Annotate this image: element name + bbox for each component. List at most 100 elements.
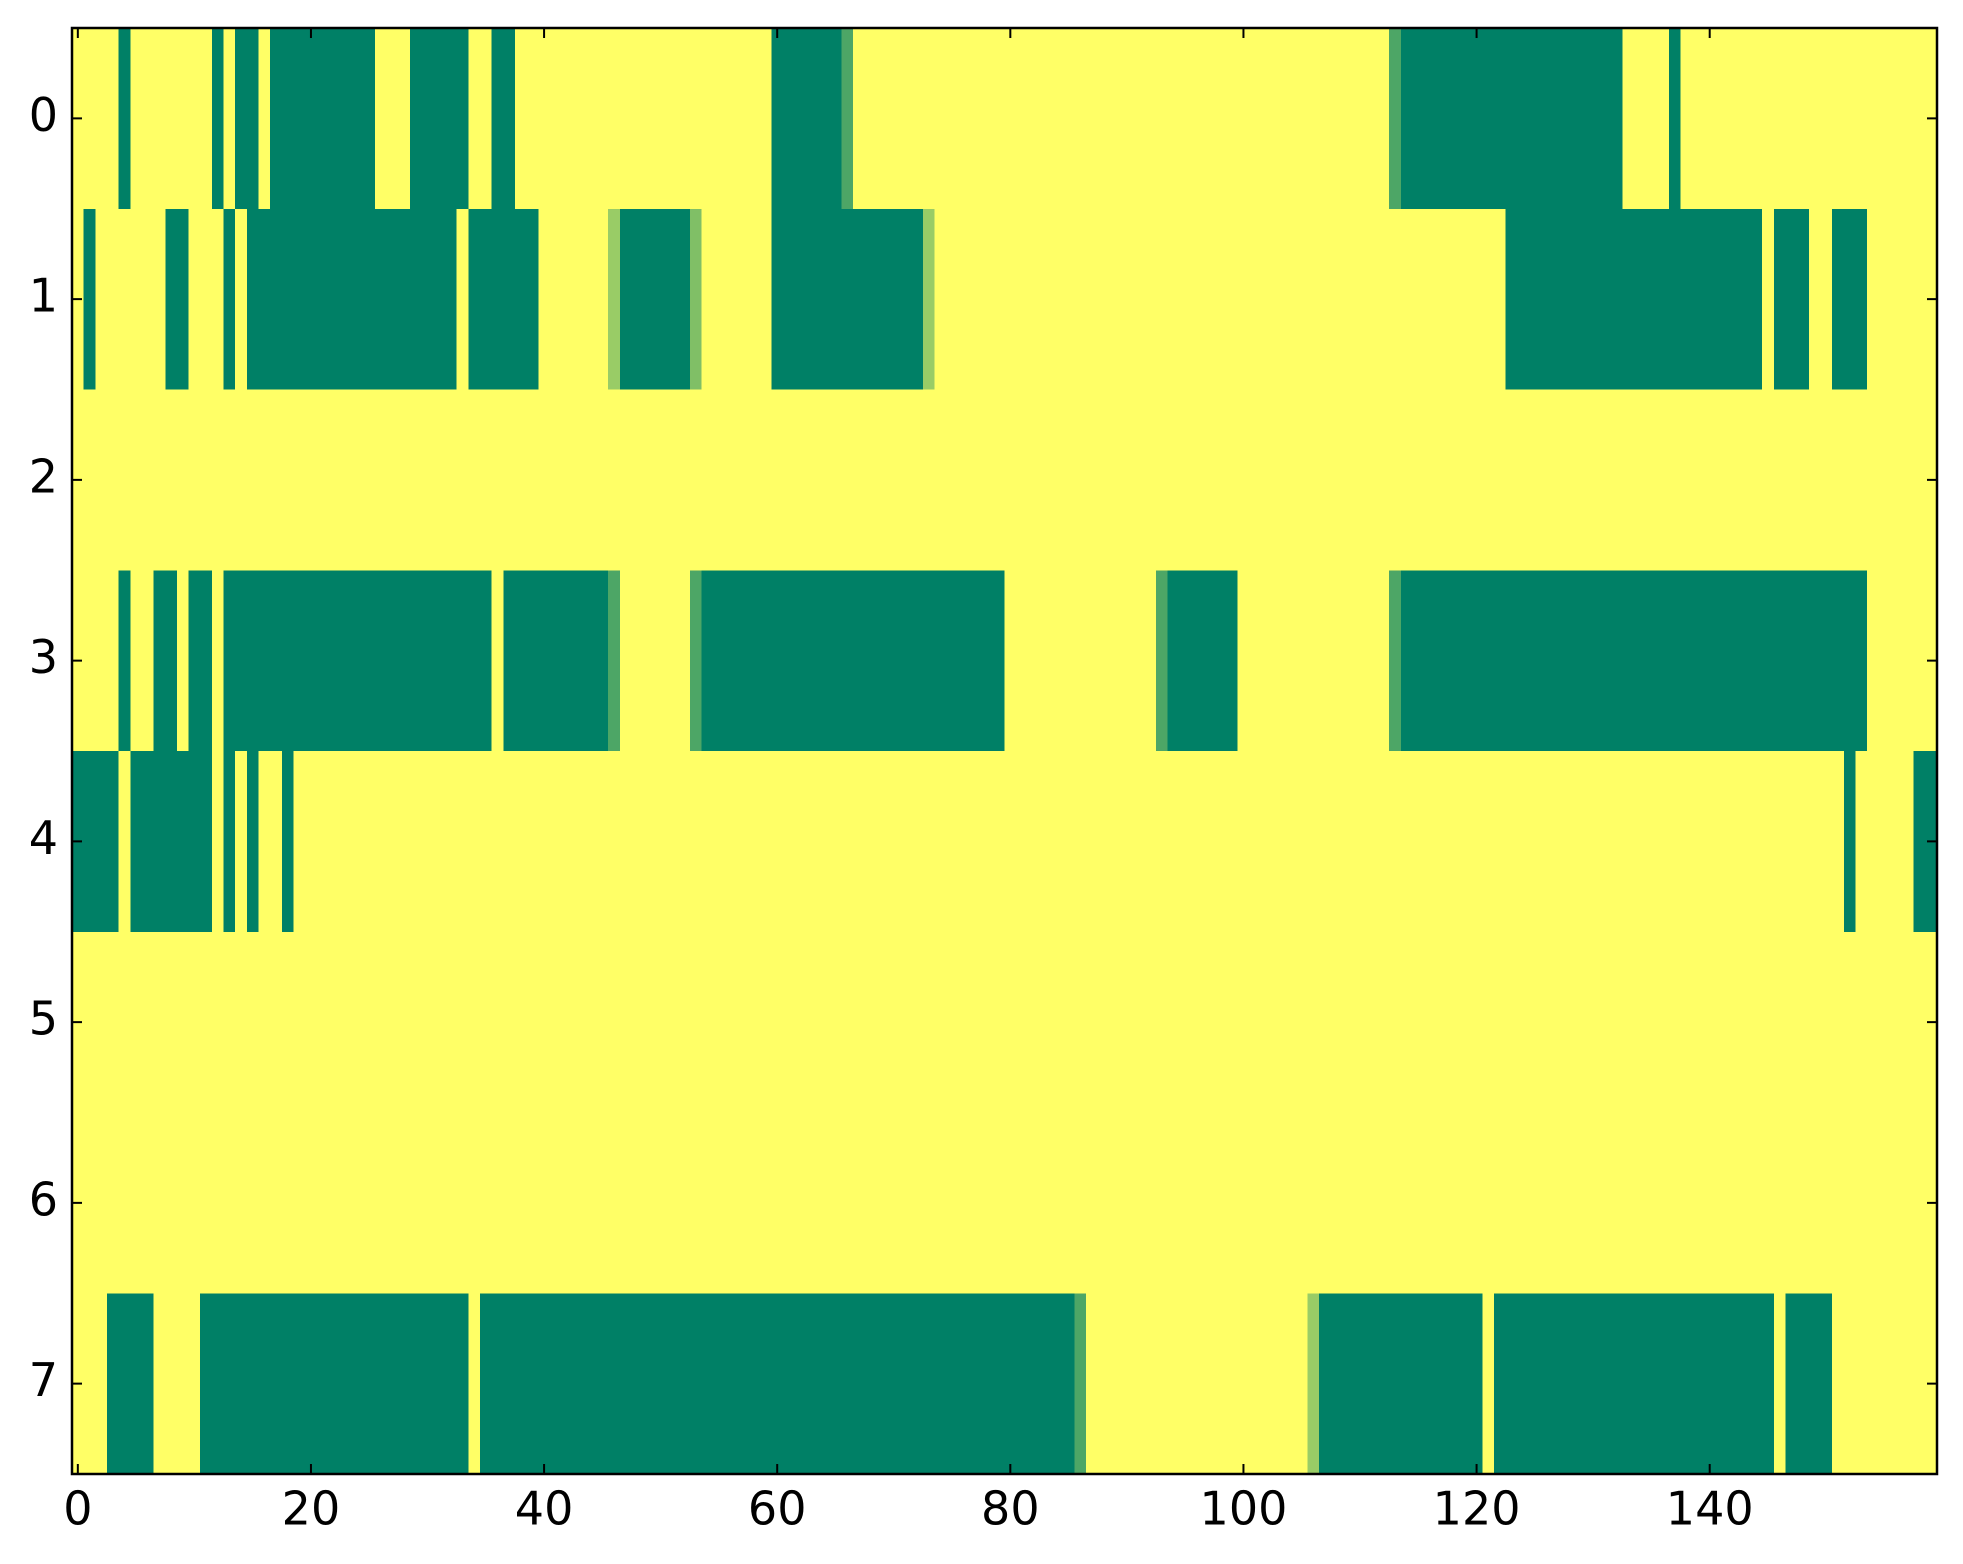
cell bbox=[992, 751, 1006, 933]
cell bbox=[1330, 389, 1344, 571]
cell bbox=[1307, 751, 1320, 933]
cell bbox=[1447, 28, 1460, 210]
cell bbox=[340, 208, 353, 391]
cell bbox=[328, 931, 341, 1114]
cell bbox=[141, 751, 155, 933]
cell bbox=[1004, 208, 1017, 391]
cell bbox=[1797, 570, 1810, 752]
cell bbox=[1156, 28, 1169, 210]
cell bbox=[1400, 751, 1414, 933]
cell bbox=[1552, 389, 1565, 571]
cell bbox=[1587, 570, 1600, 752]
cell bbox=[852, 751, 866, 933]
cell bbox=[130, 751, 143, 933]
cell bbox=[1167, 208, 1180, 391]
cell bbox=[1319, 1293, 1332, 1475]
cell bbox=[1214, 1293, 1227, 1475]
cell bbox=[153, 28, 166, 210]
cell bbox=[1727, 208, 1740, 391]
cell bbox=[1109, 1112, 1122, 1294]
cell bbox=[386, 931, 399, 1114]
cell bbox=[549, 1293, 563, 1475]
cell bbox=[1494, 570, 1507, 752]
cell bbox=[410, 208, 423, 391]
cell bbox=[258, 751, 271, 933]
cell bbox=[1517, 28, 1530, 210]
cell bbox=[1715, 1293, 1728, 1475]
cell bbox=[841, 931, 854, 1114]
cell bbox=[1773, 389, 1787, 571]
cell bbox=[1237, 389, 1250, 571]
cell bbox=[1832, 751, 1845, 933]
cell bbox=[1354, 1112, 1367, 1294]
cell bbox=[386, 570, 399, 752]
cell bbox=[818, 1293, 831, 1475]
cell bbox=[421, 28, 434, 210]
cell bbox=[922, 1293, 936, 1475]
cell bbox=[1284, 28, 1297, 210]
cell bbox=[992, 28, 1006, 210]
cell bbox=[1890, 389, 1903, 571]
cell bbox=[95, 1112, 108, 1294]
cell bbox=[957, 570, 971, 752]
cell bbox=[969, 1112, 982, 1294]
cell bbox=[1319, 931, 1332, 1114]
cell bbox=[1109, 570, 1122, 752]
cell bbox=[1703, 208, 1717, 391]
cell bbox=[1062, 1293, 1076, 1475]
cell bbox=[235, 570, 248, 752]
cell bbox=[165, 1293, 178, 1475]
cell bbox=[1727, 1112, 1740, 1294]
cell bbox=[1121, 1112, 1134, 1294]
cell bbox=[375, 28, 388, 210]
cell bbox=[1062, 931, 1076, 1114]
cell bbox=[1633, 1112, 1647, 1294]
cell bbox=[270, 208, 283, 391]
cell bbox=[1564, 1112, 1577, 1294]
cell bbox=[946, 570, 959, 752]
cell bbox=[328, 208, 341, 391]
cell bbox=[340, 570, 353, 752]
cell bbox=[200, 208, 213, 391]
cell bbox=[188, 28, 201, 210]
cell bbox=[1902, 751, 1915, 933]
cell bbox=[1330, 208, 1344, 391]
cell bbox=[1459, 28, 1472, 210]
cell bbox=[713, 1293, 726, 1475]
cell bbox=[596, 570, 609, 752]
cell bbox=[631, 751, 644, 933]
cell bbox=[316, 28, 330, 210]
cell bbox=[1668, 570, 1682, 752]
cell bbox=[689, 931, 703, 1114]
cell bbox=[433, 28, 446, 210]
cell bbox=[1097, 208, 1111, 391]
cell bbox=[1890, 751, 1903, 933]
cell bbox=[1540, 389, 1553, 571]
cell bbox=[666, 208, 679, 391]
cell bbox=[468, 751, 481, 933]
cell bbox=[1470, 389, 1484, 571]
cell bbox=[876, 28, 889, 210]
cell bbox=[1470, 1293, 1484, 1475]
cell bbox=[957, 931, 971, 1114]
cell bbox=[328, 1112, 341, 1294]
cell bbox=[468, 1293, 481, 1475]
cell bbox=[1750, 570, 1763, 752]
cell bbox=[1424, 28, 1437, 210]
cell bbox=[433, 751, 446, 933]
cell bbox=[1843, 28, 1857, 210]
cell bbox=[1156, 931, 1169, 1114]
cell bbox=[852, 570, 866, 752]
cell bbox=[118, 28, 131, 210]
cell bbox=[305, 931, 318, 1114]
cell bbox=[864, 28, 877, 210]
cell bbox=[852, 1293, 866, 1475]
cell bbox=[806, 1293, 819, 1475]
cell bbox=[1645, 1293, 1658, 1475]
cell bbox=[351, 570, 365, 752]
cell bbox=[969, 208, 982, 391]
cell bbox=[445, 28, 458, 210]
cell bbox=[1167, 389, 1180, 571]
cell bbox=[1319, 208, 1332, 391]
cell bbox=[130, 1293, 143, 1475]
